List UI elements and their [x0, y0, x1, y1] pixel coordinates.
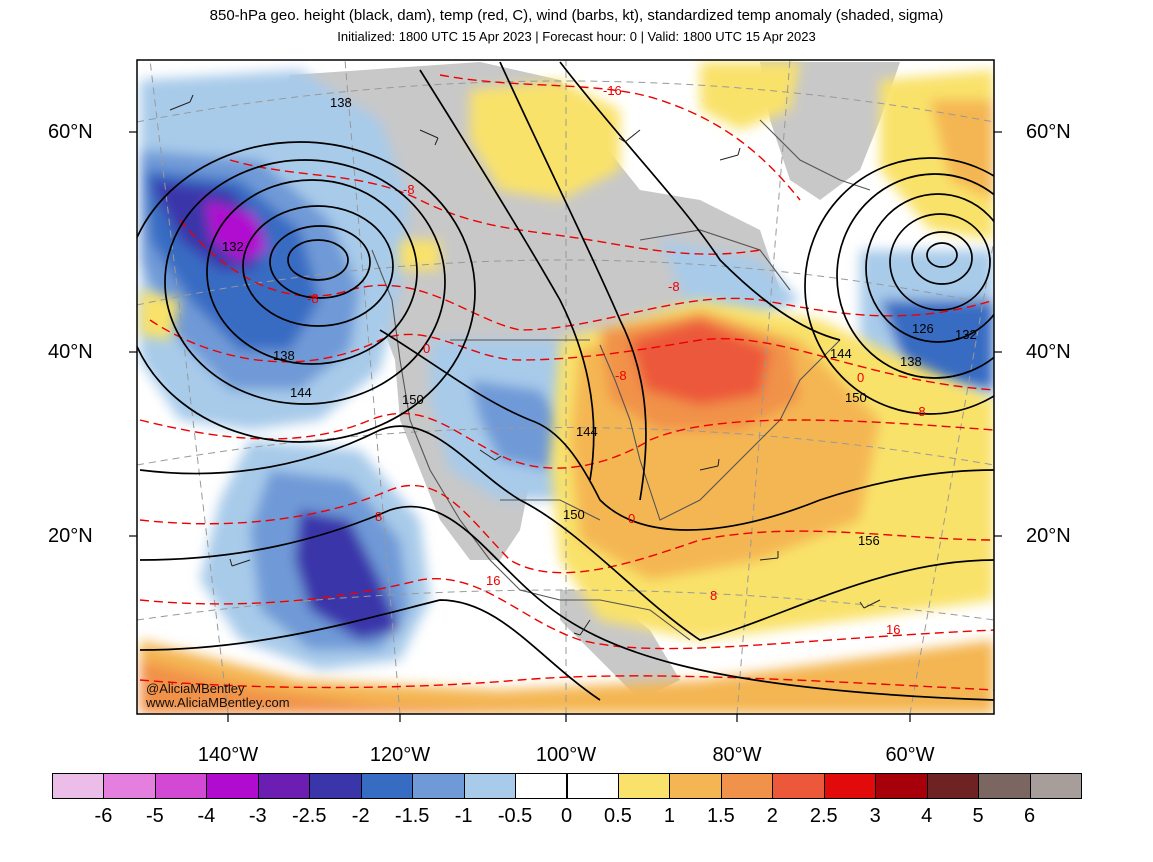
colorbar-swatch — [309, 773, 362, 799]
colorbar-swatch — [103, 773, 156, 799]
colorbar-swatch — [875, 773, 928, 799]
height-label: 126 — [912, 321, 934, 336]
colorbar-tick-label: 0 — [560, 805, 573, 827]
colorbar-tick-label: -2.5 — [292, 805, 327, 827]
lat-label-40n-left: 40°N — [48, 341, 93, 363]
temp-label: -8 — [668, 279, 680, 294]
lat-label-60n-right: 60°N — [1026, 121, 1071, 143]
colorbar-swatch — [412, 773, 465, 799]
height-label: 144 — [576, 424, 598, 439]
colorbar-swatch — [926, 773, 980, 799]
colorbar-swatch — [360, 773, 414, 799]
height-label: 150 — [563, 507, 585, 522]
height-label: 132 — [222, 239, 244, 254]
lon-label-100w: 100°W — [535, 744, 597, 766]
temp-label: 16 — [486, 573, 500, 588]
map-title: 850-hPa geo. height (black, dam), temp (… — [209, 7, 944, 24]
colorbar-swatch — [463, 773, 517, 799]
wind-barbs — [169, 94, 881, 636]
colorbar-tick-label: 3 — [869, 805, 881, 827]
colorbar-swatch — [52, 773, 105, 799]
temp-label: -16 — [603, 83, 622, 98]
colorbar-tick-label: 0.5 — [604, 805, 632, 827]
colorbar-tick-label: -1.5 — [394, 805, 430, 827]
colorbar-swatch — [720, 773, 774, 799]
colorbar-tick-label: 2 — [766, 805, 778, 827]
colorbar — [52, 773, 1082, 801]
colorbar-tick-label: 5 — [972, 805, 984, 827]
colorbar-tick-label: -3 — [248, 805, 267, 827]
colorbar-tick-label: 4 — [921, 805, 933, 827]
temp-labels: -16 -8 -8 0 -8 0 8 16 -8 -8 0 8 16 — [307, 83, 926, 637]
height-label: 144 — [290, 385, 312, 400]
height-label: 138 — [330, 95, 352, 110]
colorbar-swatch — [669, 773, 722, 799]
height-label: 138 — [273, 348, 295, 363]
height-label: 144 — [830, 346, 852, 361]
colorbar-tick-label: -0.5 — [497, 805, 533, 827]
temp-label: 0 — [628, 511, 635, 526]
height-label: 138 — [900, 354, 922, 369]
lon-label-140w: 140°W — [197, 744, 259, 766]
temp-label: -8 — [914, 404, 926, 419]
temp-label: 0 — [423, 341, 430, 356]
temp-label: 8 — [710, 588, 717, 603]
colorbar-swatch — [978, 773, 1031, 799]
colorbar-tick-label: 1.5 — [706, 805, 735, 827]
colorbar-tick-label: 6 — [1023, 805, 1036, 827]
colorbar-tick-label: -4 — [197, 805, 216, 827]
lon-label-80w: 80°W — [712, 744, 762, 766]
height-label: 150 — [845, 390, 867, 405]
temp-label: 8 — [375, 509, 382, 524]
lon-label-120w: 120°W — [369, 744, 431, 766]
colorbar-swatch — [566, 773, 619, 799]
colorbar-swatch — [154, 773, 208, 799]
coastlines — [371, 119, 871, 641]
colorbar-tick-label: -1 — [454, 805, 473, 827]
colorbar-swatch — [515, 773, 568, 799]
lat-label-20n-left: 20°N — [48, 525, 93, 547]
temp-label: -8 — [403, 182, 415, 197]
temp-label: 16 — [886, 622, 900, 637]
colorbar-swatch — [257, 773, 311, 799]
contour-labels: 138 132 138 144 150 144 150 156 144 126 … — [222, 95, 977, 548]
warm-anomaly-shading — [140, 62, 994, 714]
colorbar-tick-label: -2 — [351, 805, 370, 827]
height-label: 150 — [402, 392, 424, 407]
lat-label-40n-right: 40°N — [1026, 341, 1071, 363]
temp-label: 0 — [857, 370, 864, 385]
colorbar-swatch — [1029, 773, 1082, 799]
cold-anomaly-shading — [140, 70, 994, 670]
colorbar-swatch — [823, 773, 877, 799]
colorbar-tick-label: 1 — [663, 805, 675, 827]
axis-ticks — [129, 131, 1002, 722]
credit-url: www.AliciaMBentley.com — [146, 695, 290, 710]
colorbar-tick-label: -5 — [145, 805, 164, 827]
colorbar-swatch — [772, 773, 825, 799]
temp-label: -8 — [615, 368, 627, 383]
height-label: 156 — [858, 533, 880, 548]
colorbar-tick-label: -6 — [94, 805, 113, 827]
credit-handle: @AliciaMBentley — [146, 681, 245, 696]
height-label: 132 — [955, 327, 977, 342]
temp-label: -8 — [307, 291, 319, 306]
temperature-contours — [139, 74, 994, 691]
lat-label-60n-left: 60°N — [48, 121, 93, 143]
colorbar-swatch — [617, 773, 671, 799]
lon-label-60w: 60°W — [885, 744, 935, 766]
map-subtitle: Initialized: 1800 UTC 15 Apr 2023 | Fore… — [337, 29, 816, 44]
colorbar-swatch — [206, 773, 259, 799]
height-contours — [137, 61, 994, 701]
colorbar-tick-label: 2.5 — [809, 805, 838, 827]
lat-label-20n-right: 20°N — [1026, 525, 1071, 547]
